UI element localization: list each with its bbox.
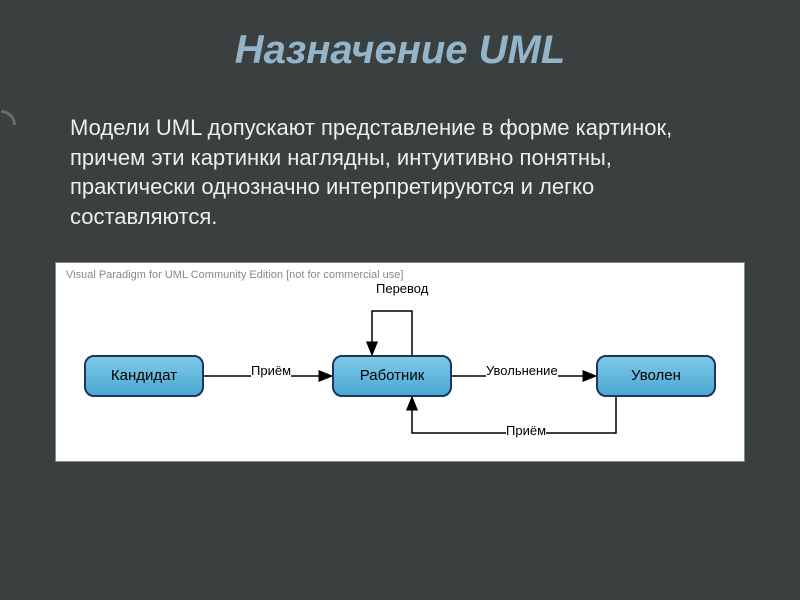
transition-transfer bbox=[372, 311, 412, 355]
diagram-watermark: Visual Paradigm for UML Community Editio… bbox=[66, 269, 403, 281]
transition-label-rehire: Приём bbox=[506, 423, 546, 438]
state-worker: Работник bbox=[332, 355, 452, 397]
uml-diagram: Visual Paradigm for UML Community Editio… bbox=[55, 262, 745, 462]
transition-label-fire: Увольнение bbox=[486, 363, 558, 378]
transition-label-transfer: Перевод bbox=[376, 281, 428, 296]
transition-label-hire1: Приём bbox=[251, 363, 291, 378]
state-candidate: Кандидат bbox=[84, 355, 204, 397]
slide-title: Назначение UML bbox=[0, 0, 800, 73]
slide-body-text: Модели UML допускают представление в фор… bbox=[0, 73, 800, 252]
state-fired: Уволен bbox=[596, 355, 716, 397]
